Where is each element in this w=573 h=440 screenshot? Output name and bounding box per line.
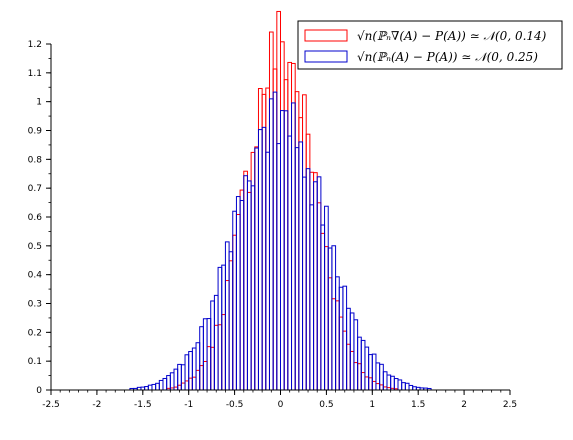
legend-label-blue: √n(ℙₙ(A) − P(A)) ≃ 𝒩(0, 0.25) [357, 50, 538, 64]
y-tick-label: 1 [36, 98, 42, 108]
y-tick-label: 0.4 [28, 271, 43, 281]
x-tick-label: -2.5 [42, 400, 60, 410]
legend-swatch-red [304, 29, 348, 42]
x-tick-label: 0 [278, 400, 284, 410]
legend-label-red: √n(ℙₙ∇(A) − P(A)) ≃ 𝒩(0, 0.14) [357, 29, 547, 43]
y-tick-label: 0 [36, 386, 42, 396]
y-tick-label: 1.1 [28, 69, 42, 79]
x-tick-label: -1 [184, 400, 193, 410]
y-tick-label: 0.2 [28, 328, 42, 338]
axes: -2.5 -2 -1.5 -1 -0.5 0 0.5 1 1.5 2 2.5 0 0.1 0.2 0.3 0.… [28, 40, 517, 410]
x-tick-label: -1.5 [134, 400, 152, 410]
legend: √n(ℙₙ∇(A) − P(A)) ≃ 𝒩(0, 0.14) √n(ℙₙ(A) … [297, 20, 563, 70]
x-tick-label: -0.5 [226, 400, 244, 410]
y-tick-label: 0.9 [28, 127, 43, 137]
x-tick-label: 2 [461, 400, 467, 410]
legend-box [297, 20, 563, 70]
y-tick-label: 0.6 [28, 213, 43, 223]
x-tick-label: 1.5 [411, 400, 425, 410]
x-tick-label: 0.5 [319, 400, 333, 410]
x-tick-label: 2.5 [503, 400, 517, 410]
y-tick-label: 0.1 [28, 357, 42, 367]
y-tick-label: 0.5 [28, 242, 42, 252]
x-tick-label: 1 [369, 400, 375, 410]
x-tick-label: -2 [92, 400, 101, 410]
y-tick-label: 1.2 [28, 40, 42, 50]
y-tick-label: 0.3 [28, 300, 42, 310]
legend-swatch-blue [304, 50, 348, 63]
y-tick-label: 0.7 [28, 184, 42, 194]
blue-series-bars [129, 91, 432, 391]
y-tick-label: 0.8 [28, 155, 43, 165]
